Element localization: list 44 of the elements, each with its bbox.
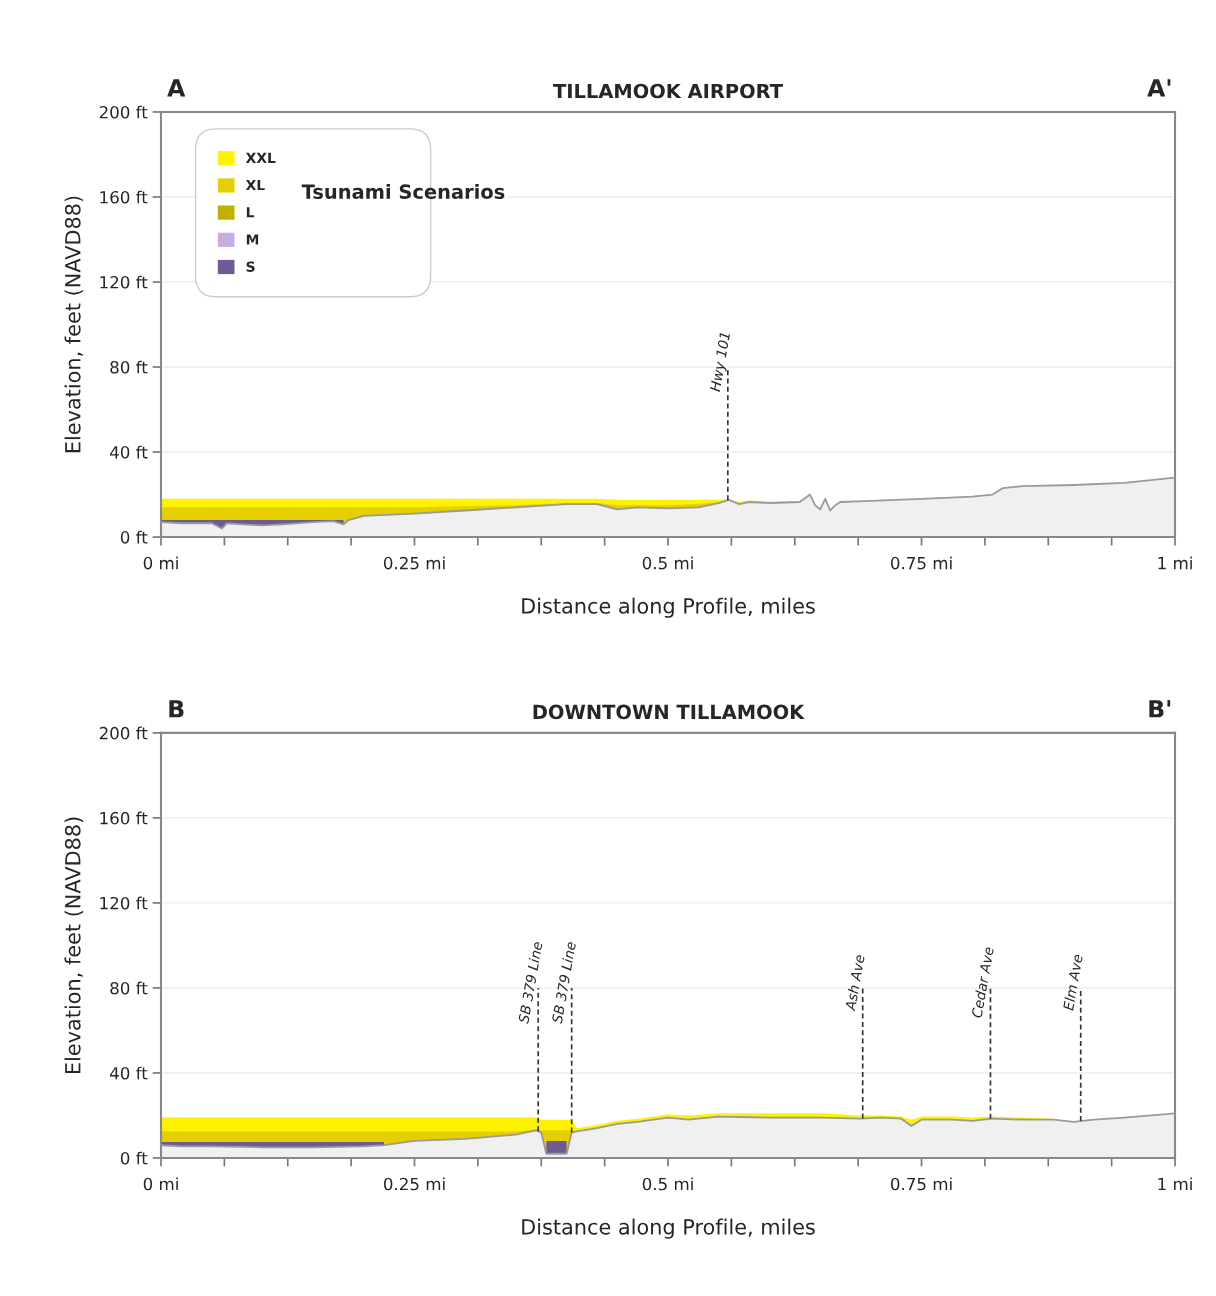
x-tick-label: 0 mi (143, 556, 178, 570)
y-axis-title: Elevation, feet (NAVD88) (64, 817, 84, 1074)
y-tick-label: 80 ft (110, 360, 148, 374)
legend-label: XL (245, 179, 265, 191)
legend-label: XXL (245, 152, 276, 163)
legend-label: M (246, 234, 259, 245)
y-tick-label: 160 ft (100, 811, 148, 825)
legend-label: L (246, 207, 255, 218)
y-tick-label: 0 ft (120, 530, 148, 544)
text: A (167, 79, 186, 97)
x-tick-label: 0.75 mi (890, 556, 952, 570)
x-axis-title: Distance along Profile, miles (522, 597, 815, 618)
y-tick-label: 80 ft (110, 981, 148, 995)
y-tick-label: 200 ft (99, 726, 148, 740)
y-tick-label: 200 ft (99, 105, 148, 119)
ref-line-label: Hwy 101 (709, 332, 733, 393)
x-tick-label: 1 mi (1158, 556, 1192, 570)
x-tick-label: 0.75 mi (890, 1177, 952, 1191)
y-tick-label: 40 ft (110, 1066, 148, 1080)
x-tick-label: 0.25 mi (383, 556, 445, 570)
y-axis-title: Elevation, feet (NAVD88) (64, 196, 84, 453)
x-axis-title: Distance along Profile, miles (522, 1218, 815, 1239)
ref-line-label: Ash Ave (844, 954, 865, 1012)
text: A' (1147, 79, 1171, 97)
text: B' (1149, 700, 1171, 718)
chart-title: DOWNTOWN TILLAMOOK (533, 704, 805, 720)
y-tick-label: 40 ft (110, 445, 148, 459)
legend-title: Tsunami Scenarios (301, 183, 505, 200)
y-tick-label: 160 ft (100, 190, 148, 204)
text: B (169, 700, 184, 718)
x-tick-label: 0 mi (143, 1177, 178, 1191)
ref-line-label: Cedar Ave (971, 946, 994, 1019)
ref-line-label: SB 379 Line (551, 941, 577, 1024)
legend-label: S (246, 261, 255, 272)
chart-title: TILLAMOOK AIRPORT (553, 83, 783, 99)
x-tick-label: 0.5 mi (642, 556, 693, 570)
ref-line-label: SB 379 Line (517, 941, 543, 1024)
y-tick-label: 120 ft (100, 896, 148, 910)
ref-line-label: Elm Ave (1062, 953, 1083, 1011)
x-tick-label: 0.5 mi (642, 1177, 693, 1191)
x-tick-label: 1 mi (1158, 1177, 1192, 1191)
y-tick-label: 0 ft (120, 1151, 148, 1165)
x-tick-label: 0.25 mi (383, 1177, 445, 1191)
y-tick-label: 120 ft (100, 275, 148, 289)
